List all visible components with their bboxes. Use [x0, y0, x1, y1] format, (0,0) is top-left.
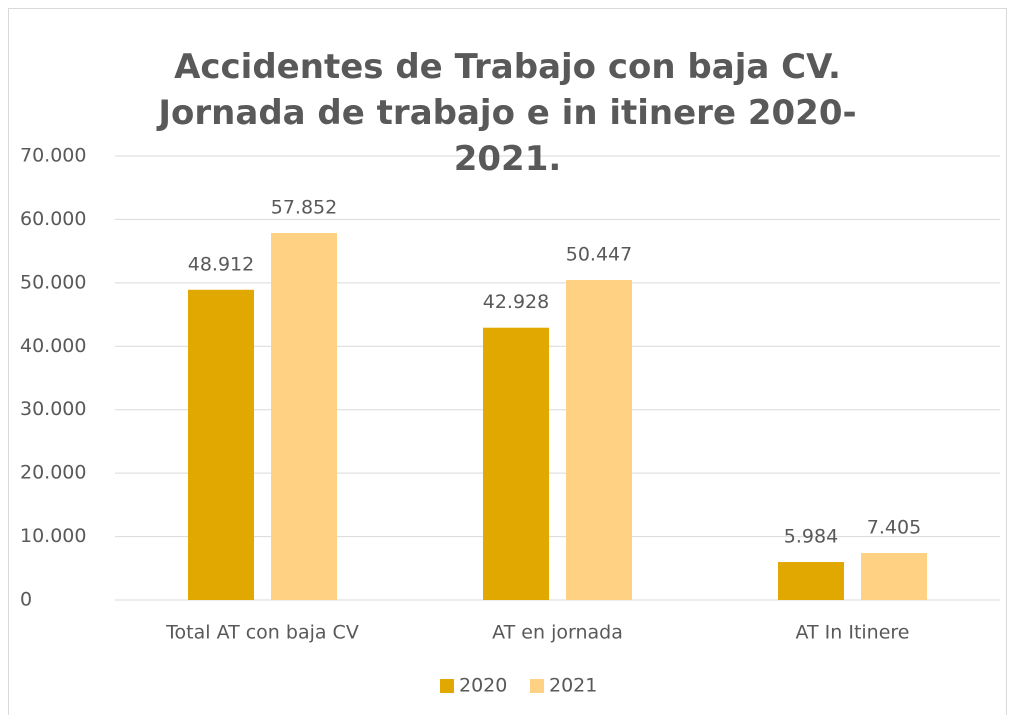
data-label: 42.928 [483, 291, 549, 313]
y-tick-label: 0 [20, 589, 32, 611]
legend-swatch [530, 679, 544, 693]
data-label: 5.984 [784, 526, 838, 548]
chart-border [8, 8, 1007, 715]
y-tick-label: 40.000 [20, 335, 86, 357]
y-tick-label: 70.000 [20, 145, 86, 167]
bar [271, 233, 337, 600]
legend-label: 2020 [459, 675, 507, 697]
legend-label: 2021 [549, 675, 597, 697]
legend-swatch [440, 679, 454, 693]
x-tick-label: AT In Itinere [796, 622, 910, 644]
data-label: 50.447 [566, 244, 632, 266]
data-label: 7.405 [867, 517, 921, 539]
bar [566, 280, 632, 600]
y-tick-label: 50.000 [20, 271, 86, 293]
data-label: 57.852 [271, 197, 337, 219]
bar [188, 289, 254, 600]
chart-title: Accidentes de Trabajo con baja CV. Jorna… [158, 47, 857, 179]
x-tick-label: Total AT con baja CV [165, 622, 359, 644]
bar [861, 553, 927, 600]
y-tick-label: 30.000 [20, 398, 86, 420]
bar [483, 327, 549, 600]
bar [778, 562, 844, 600]
y-tick-label: 60.000 [20, 208, 86, 230]
y-tick-label: 20.000 [20, 462, 86, 484]
y-tick-label: 10.000 [20, 525, 86, 547]
data-label: 48.912 [188, 253, 254, 275]
x-tick-label: AT en jornada [492, 622, 623, 644]
